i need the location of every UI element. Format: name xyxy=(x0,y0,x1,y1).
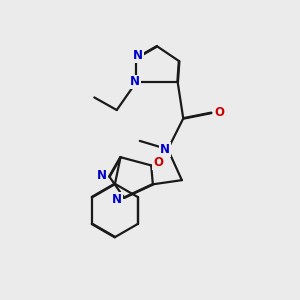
Text: N: N xyxy=(112,193,122,206)
Text: N: N xyxy=(133,49,143,62)
Text: O: O xyxy=(153,156,163,169)
Text: O: O xyxy=(215,106,225,119)
Text: N: N xyxy=(97,169,106,182)
Text: N: N xyxy=(130,76,140,88)
Text: N: N xyxy=(160,143,170,156)
